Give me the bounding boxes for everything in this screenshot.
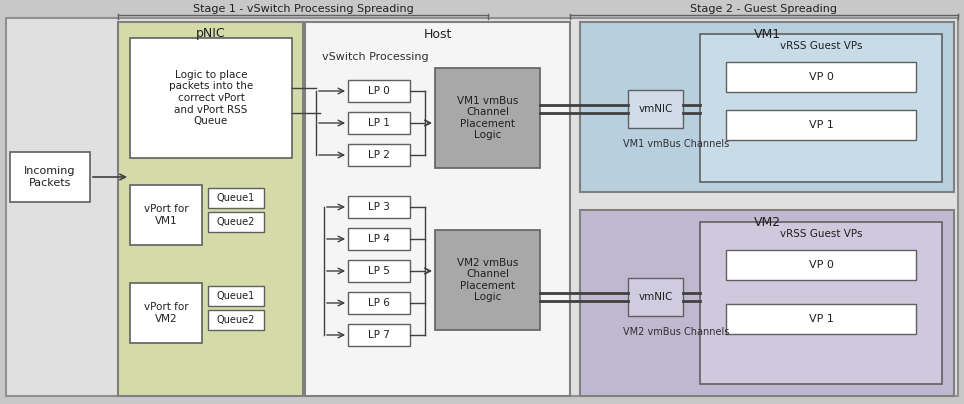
- Bar: [130, 283, 202, 343]
- Bar: [700, 222, 942, 384]
- Bar: [208, 212, 264, 232]
- Bar: [348, 196, 410, 218]
- Bar: [208, 188, 264, 208]
- Bar: [348, 80, 410, 102]
- Text: pNIC: pNIC: [196, 27, 226, 40]
- Text: LP 7: LP 7: [368, 330, 389, 340]
- Text: Queue2: Queue2: [217, 217, 255, 227]
- Bar: [726, 304, 916, 334]
- Text: VM1 vmBus Channels: VM1 vmBus Channels: [623, 139, 729, 149]
- Text: VP 0: VP 0: [809, 72, 834, 82]
- Text: vRSS Guest VPs: vRSS Guest VPs: [780, 41, 862, 51]
- Text: Incoming
Packets: Incoming Packets: [24, 166, 76, 188]
- Text: LP 3: LP 3: [368, 202, 389, 212]
- Bar: [726, 250, 916, 280]
- Bar: [580, 210, 954, 396]
- Text: Queue1: Queue1: [217, 193, 255, 203]
- Bar: [348, 144, 410, 166]
- Text: LP 2: LP 2: [368, 150, 389, 160]
- Text: VP 1: VP 1: [809, 314, 834, 324]
- Bar: [726, 110, 916, 140]
- Text: vPort for
VM1: vPort for VM1: [144, 204, 188, 226]
- Text: LP 5: LP 5: [368, 266, 389, 276]
- Text: Logic to place
packets into the
correct vPort
and vPort RSS
Queue: Logic to place packets into the correct …: [169, 70, 254, 126]
- Bar: [348, 260, 410, 282]
- Bar: [348, 228, 410, 250]
- Bar: [700, 34, 942, 182]
- Bar: [435, 68, 540, 168]
- Text: Stage 1 - vSwitch Processing Spreading: Stage 1 - vSwitch Processing Spreading: [193, 4, 414, 14]
- Bar: [580, 22, 954, 192]
- Text: VM2 vmBus Channels: VM2 vmBus Channels: [623, 327, 730, 337]
- Bar: [208, 286, 264, 306]
- Bar: [130, 38, 292, 158]
- Bar: [628, 90, 683, 128]
- Bar: [208, 310, 264, 330]
- Text: VM2 vmBus
Channel
Placement
Logic: VM2 vmBus Channel Placement Logic: [457, 258, 519, 303]
- Text: VM1 vmBus
Channel
Placement
Logic: VM1 vmBus Channel Placement Logic: [457, 96, 519, 141]
- Text: vSwitch Processing: vSwitch Processing: [322, 52, 428, 62]
- Text: vPort for
VM2: vPort for VM2: [144, 302, 188, 324]
- Bar: [10, 152, 90, 202]
- Bar: [348, 324, 410, 346]
- Text: VM1: VM1: [754, 27, 781, 40]
- Bar: [118, 22, 303, 396]
- Text: Host: Host: [423, 27, 452, 40]
- Bar: [435, 230, 540, 330]
- Text: LP 4: LP 4: [368, 234, 389, 244]
- Text: Stage 2 - Guest Spreading: Stage 2 - Guest Spreading: [690, 4, 838, 14]
- Bar: [726, 62, 916, 92]
- Bar: [348, 112, 410, 134]
- Text: LP 1: LP 1: [368, 118, 389, 128]
- Text: Queue1: Queue1: [217, 291, 255, 301]
- Text: Queue2: Queue2: [217, 315, 255, 325]
- Bar: [130, 185, 202, 245]
- Bar: [305, 22, 570, 396]
- Text: VP 1: VP 1: [809, 120, 834, 130]
- Bar: [348, 292, 410, 314]
- Text: VM2: VM2: [754, 215, 781, 229]
- Text: vmNIC: vmNIC: [638, 104, 673, 114]
- Text: LP 0: LP 0: [368, 86, 389, 96]
- Text: VP 0: VP 0: [809, 260, 834, 270]
- Text: vRSS Guest VPs: vRSS Guest VPs: [780, 229, 862, 239]
- Text: LP 6: LP 6: [368, 298, 389, 308]
- Bar: [628, 278, 683, 316]
- Text: vmNIC: vmNIC: [638, 292, 673, 302]
